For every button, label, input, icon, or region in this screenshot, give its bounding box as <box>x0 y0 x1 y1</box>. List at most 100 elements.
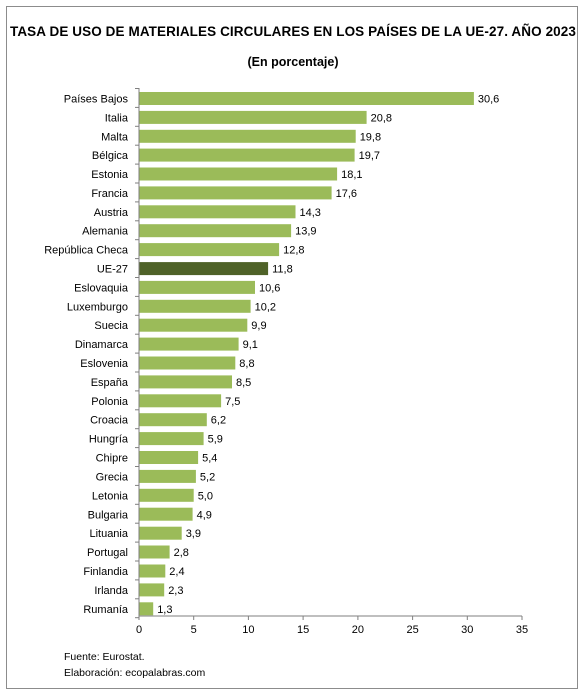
bar <box>139 356 236 370</box>
bar <box>139 205 296 219</box>
category-label: República Checa <box>44 245 129 257</box>
category-label: Bulgaria <box>88 509 129 521</box>
data-label: 19,7 <box>359 150 380 162</box>
category-label: Suecia <box>94 320 129 332</box>
bar <box>139 488 194 502</box>
data-label: 4,9 <box>197 509 212 521</box>
category-label: Luxemburgo <box>67 301 128 313</box>
bar <box>139 451 199 464</box>
data-label: 5,2 <box>200 471 215 483</box>
category-label: Croacia <box>90 415 129 427</box>
data-label: 17,6 <box>336 188 357 200</box>
category-label: Dinamarca <box>75 339 129 351</box>
data-label: 5,0 <box>198 490 213 502</box>
bar <box>139 280 255 294</box>
category-label: España <box>91 377 129 389</box>
x-tick-label: 0 <box>136 624 142 636</box>
data-label: 9,1 <box>243 339 258 351</box>
category-label: Lituania <box>89 528 128 540</box>
category-label: UE-27 <box>97 264 128 276</box>
category-label: Países Bajos <box>64 94 129 106</box>
chart-subtitle: (En porcentaje) <box>247 55 339 69</box>
category-label: Austria <box>94 207 129 219</box>
data-label: 8,5 <box>236 377 251 389</box>
category-label: Estonia <box>91 169 129 181</box>
bar <box>139 602 154 616</box>
category-label: Eslovaquia <box>74 282 129 294</box>
bar <box>139 469 196 483</box>
category-label: Bélgica <box>92 150 129 162</box>
bar <box>139 526 182 540</box>
category-label: Italia <box>105 112 129 124</box>
data-label: 10,2 <box>255 301 276 313</box>
category-label: Chipre <box>96 453 128 465</box>
category-label: Alemania <box>82 226 129 238</box>
category-label: Polonia <box>91 396 129 408</box>
bar <box>139 583 165 597</box>
bar <box>139 318 248 332</box>
data-label: 9,9 <box>251 320 266 332</box>
data-label: 1,3 <box>157 604 172 616</box>
bar <box>139 413 207 427</box>
category-label: Irlanda <box>94 585 129 597</box>
bar <box>139 507 193 521</box>
bar <box>139 186 332 200</box>
bar <box>139 262 269 276</box>
data-label: 5,4 <box>202 453 217 465</box>
category-label: Portugal <box>87 547 128 559</box>
category-label: Eslovenia <box>80 358 129 370</box>
data-label: 8,8 <box>239 358 254 370</box>
data-label: 2,3 <box>168 585 183 597</box>
bar <box>139 224 292 238</box>
category-label: Hungría <box>89 434 129 446</box>
bar <box>139 129 356 143</box>
x-tick-label: 30 <box>461 624 473 636</box>
x-tick-label: 15 <box>297 624 309 636</box>
bar <box>139 394 222 408</box>
x-tick-label: 10 <box>242 624 254 636</box>
bar <box>139 148 355 162</box>
x-tick-label: 35 <box>516 624 528 636</box>
data-label: 11,8 <box>272 264 293 276</box>
data-label: 7,5 <box>225 396 240 408</box>
data-label: 19,8 <box>360 131 381 143</box>
bar <box>139 110 367 124</box>
bar <box>139 564 166 578</box>
data-label: 12,8 <box>283 245 304 257</box>
x-tick-label: 5 <box>191 624 197 636</box>
bar <box>139 375 232 389</box>
data-label: 2,8 <box>174 547 189 559</box>
data-label: 5,9 <box>208 434 223 446</box>
data-label: 30,6 <box>478 94 499 106</box>
category-label: Francia <box>91 188 129 200</box>
bar <box>139 299 251 313</box>
category-label: Malta <box>101 131 129 143</box>
bar <box>139 432 204 446</box>
labels-layer: Países Bajos 30,6 Italia 20,8 Malta 19,8 Bélgi… <box>44 94 528 637</box>
category-label: Grecia <box>96 471 129 483</box>
x-tick-label: 20 <box>352 624 364 636</box>
data-label: 13,9 <box>295 226 316 238</box>
bar <box>139 545 170 559</box>
data-label: 3,9 <box>186 528 201 540</box>
data-label: 18,1 <box>341 169 362 181</box>
category-label: Letonia <box>92 490 129 502</box>
credit-note: Elaboración: ecopalabras.com <box>64 667 206 679</box>
axis-layer <box>135 88 523 620</box>
bars-layer <box>139 92 474 616</box>
category-label: Finlandia <box>83 566 129 578</box>
data-label: 6,2 <box>211 415 226 427</box>
data-label: 10,6 <box>259 282 280 294</box>
data-label: 20,8 <box>371 112 392 124</box>
chart-title: TASA DE USO DE MATERIALES CIRCULARES EN … <box>9 24 577 39</box>
data-label: 14,3 <box>300 207 321 219</box>
bar <box>139 243 280 257</box>
source-note: Fuente: Eurostat. <box>64 651 145 663</box>
category-label: Rumanía <box>83 604 129 616</box>
data-label: 2,4 <box>169 566 184 578</box>
x-tick-label: 25 <box>406 624 418 636</box>
bar <box>139 167 338 181</box>
bar <box>139 337 239 351</box>
bar <box>139 92 474 105</box>
